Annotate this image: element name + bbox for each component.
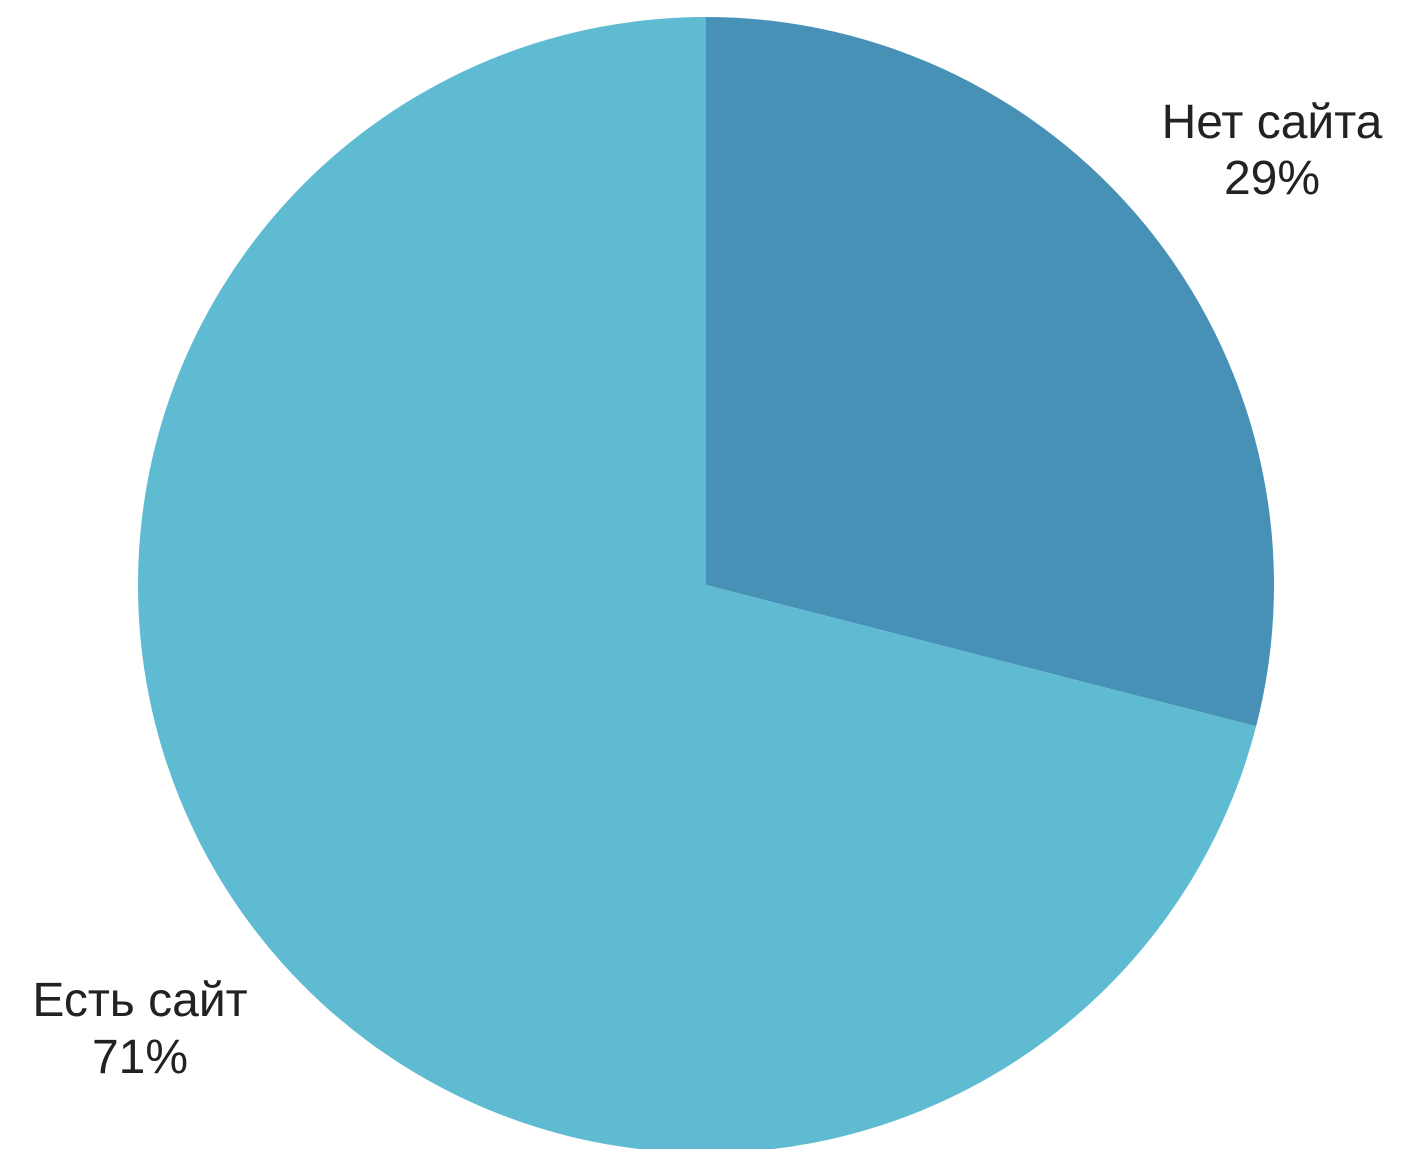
pie-slices — [138, 17, 1274, 1149]
slice-label-has-site: Есть сайт — [32, 974, 247, 1027]
slice-value-has-site: 71% — [92, 1031, 188, 1084]
slice-label-no-site: Нет сайта — [1162, 96, 1383, 149]
slice-value-no-site: 29% — [1224, 152, 1320, 205]
